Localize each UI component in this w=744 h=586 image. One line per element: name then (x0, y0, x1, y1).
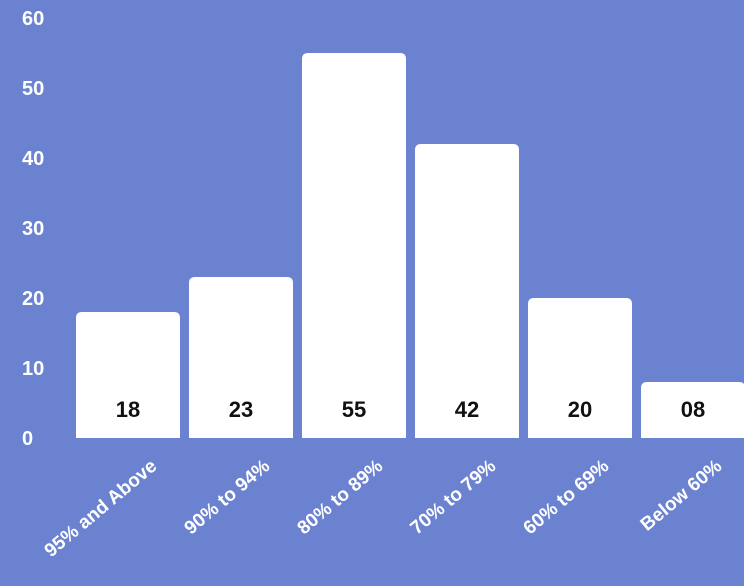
y-axis: 0 10 20 30 40 50 60 (22, 8, 44, 450)
data-label: 20 (568, 397, 592, 422)
y-tick-label: 40 (22, 148, 44, 170)
bars (76, 53, 744, 438)
bar (528, 298, 632, 438)
data-label: 23 (229, 397, 253, 422)
bar (415, 144, 519, 438)
data-label: 08 (681, 397, 705, 422)
bar (189, 277, 293, 438)
x-tick-label: 95% and Above (41, 456, 162, 562)
bar (76, 312, 180, 438)
data-label: 55 (342, 397, 366, 422)
y-tick-label: 50 (22, 78, 44, 100)
data-label: 18 (116, 397, 140, 422)
x-tick-label: 70% to 79% (407, 456, 501, 539)
x-tick-label: 80% to 89% (294, 456, 388, 539)
data-labels: 18 23 55 42 20 08 (116, 397, 705, 422)
y-tick-label: 20 (22, 288, 44, 310)
data-label: 42 (455, 397, 479, 422)
y-tick-label: 10 (22, 358, 44, 380)
bar (302, 53, 406, 438)
bar (641, 382, 744, 438)
y-tick-label: 60 (22, 8, 44, 30)
y-tick-label: 30 (22, 218, 44, 240)
x-tick-label: Below 60% (637, 456, 727, 536)
x-axis: 95% and Above 90% to 94% 80% to 89% 70% to … (41, 456, 727, 562)
x-tick-label: 60% to 69% (520, 456, 614, 539)
y-tick-label: 0 (22, 428, 33, 450)
x-tick-label: 90% to 94% (181, 456, 275, 539)
